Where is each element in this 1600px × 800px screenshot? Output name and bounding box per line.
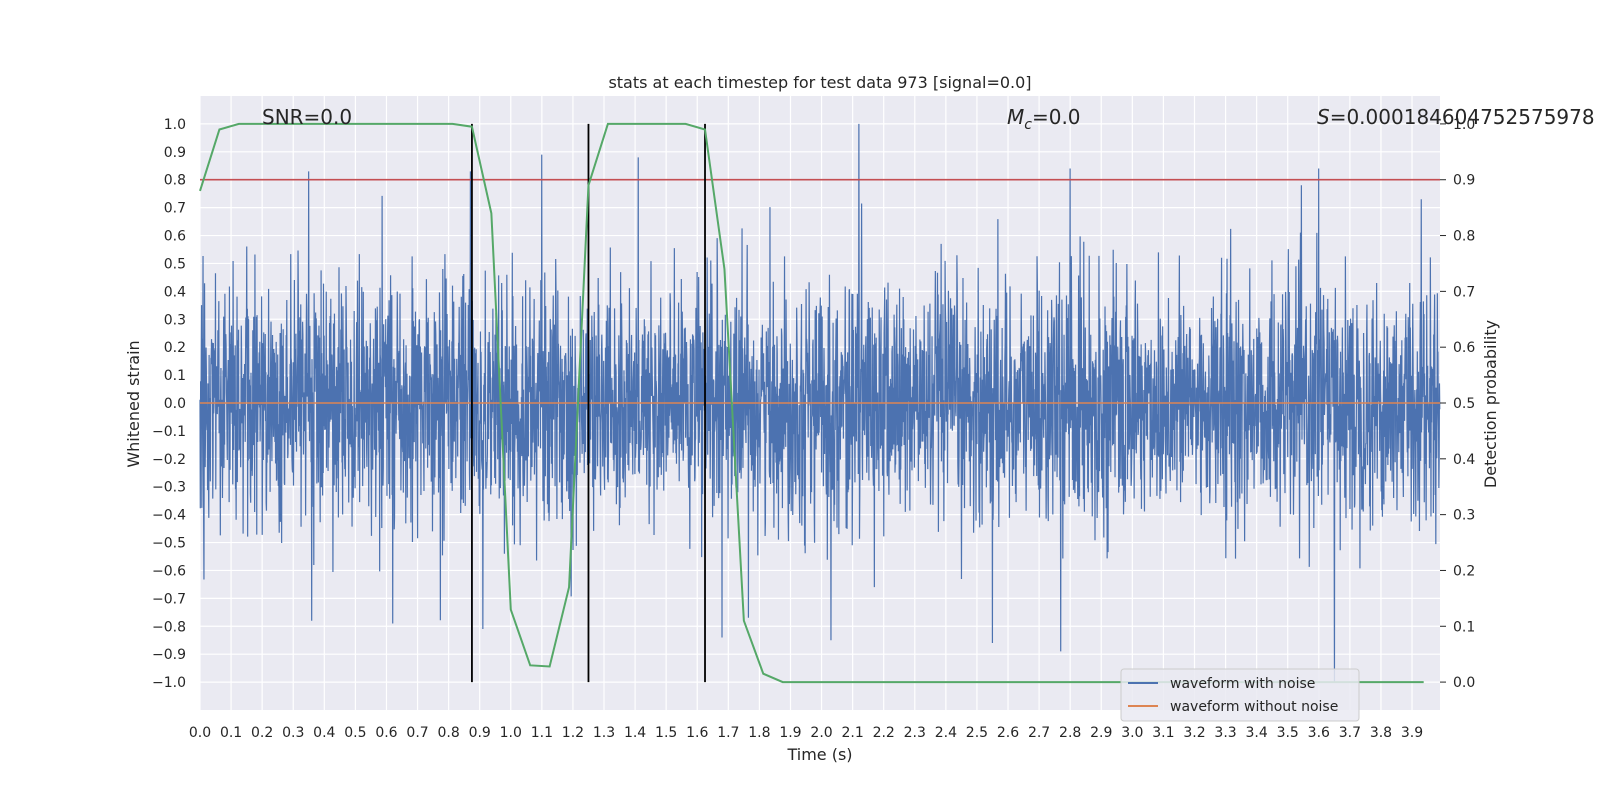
- chart-title: stats at each timestep for test data 973…: [608, 73, 1031, 92]
- y-tick-label: −0.1: [152, 424, 186, 440]
- y-right-tick-label: 0.7: [1453, 284, 1475, 300]
- y-axis-label: Whitened strain: [124, 340, 143, 467]
- x-tick-label: 0.2: [251, 725, 273, 741]
- y-right-tick-label: 0.3: [1453, 508, 1475, 524]
- y-right-tick-label: 0.9: [1453, 173, 1475, 189]
- y-tick-label: 1.0: [164, 117, 186, 133]
- y-tick-label: 0.5: [164, 256, 186, 272]
- y-tick-label: 0.8: [164, 173, 186, 189]
- x-tick-label: 1.5: [655, 725, 677, 741]
- x-axis-label: Time (s): [786, 745, 852, 764]
- y-right-tick-label: 1.0: [1453, 117, 1475, 133]
- x-tick-label: 1.3: [593, 725, 615, 741]
- legend-label-clean: waveform without noise: [1170, 699, 1338, 715]
- x-tick-label: 1.2: [562, 725, 584, 741]
- y-tick-label: 0.1: [164, 368, 186, 384]
- x-tick-label: 2.5: [966, 725, 988, 741]
- x-tick-label: 2.4: [935, 725, 957, 741]
- legend-label-noise: waveform with noise: [1170, 676, 1315, 692]
- x-tick-label: 2.7: [1028, 725, 1050, 741]
- y-tick-label: −0.6: [152, 563, 186, 579]
- legend: waveform with noise waveform without noi…: [1120, 668, 1360, 722]
- chirp-mass-subscript: c: [1024, 117, 1032, 133]
- x-tick-label: 3.7: [1339, 725, 1361, 741]
- y-tick-label: −1.0: [152, 675, 186, 691]
- snr-annotation: SNR=0.0: [262, 105, 352, 129]
- x-axis: 0.0 0.1 0.2 0.3 0.4 0.5 0.6 0.7 0.8 0.9 1.0 1.1 1.2 1…: [189, 725, 1423, 741]
- x-tick-label: 0.9: [469, 725, 491, 741]
- y-tick-label: −0.3: [152, 480, 186, 496]
- x-tick-label: 0.1: [220, 725, 242, 741]
- chirp-mass-value: =0.0: [1032, 105, 1081, 129]
- x-tick-label: 0.3: [282, 725, 304, 741]
- x-tick-label: 1.4: [624, 725, 646, 741]
- y-right-tick-label: 0.0: [1453, 675, 1475, 691]
- x-tick-label: 1.9: [779, 725, 801, 741]
- chirp-mass-symbol: M: [1007, 105, 1024, 129]
- x-tick-label: 2.3: [904, 725, 926, 741]
- y-tick-label: 0.4: [164, 284, 186, 300]
- x-tick-label: 0.7: [406, 725, 428, 741]
- y-axis-left: 1.0 0.9 0.8 0.7 0.6 0.5 0.4 0.3 0.2 0.1 0.0 −0.1 −0.…: [152, 117, 186, 691]
- y-tick-label: 0.3: [164, 312, 186, 328]
- y-right-tick-label: 0.8: [1453, 229, 1475, 245]
- y-right-tick-label: 0.5: [1453, 396, 1475, 412]
- s-symbol: S: [1317, 105, 1330, 129]
- s-annotation: S=0.000184604752575978: [1317, 105, 1595, 129]
- y-tick-label: 0.2: [164, 340, 186, 356]
- x-tick-label: 2.0: [810, 725, 832, 741]
- y-right-tick-label: 0.4: [1453, 452, 1475, 468]
- legend-box: [1120, 668, 1360, 722]
- x-tick-label: 3.9: [1401, 725, 1423, 741]
- x-tick-label: 3.0: [1121, 725, 1143, 741]
- x-tick-label: 3.6: [1308, 725, 1330, 741]
- x-tick-label: 3.2: [1183, 725, 1205, 741]
- x-tick-label: 3.1: [1152, 725, 1174, 741]
- y-right-tick-label: 0.2: [1453, 563, 1475, 579]
- x-tick-label: 2.8: [1059, 725, 1081, 741]
- y-tick-label: −0.4: [152, 508, 186, 524]
- y-axis-right-label: Detection probability: [1481, 320, 1500, 488]
- y-tick-label: −0.2: [152, 452, 186, 468]
- chirp-mass-annotation: Mc=0.0: [1007, 105, 1081, 133]
- s-value: =0.000184604752575978: [1330, 105, 1595, 129]
- x-tick-label: 0.4: [313, 725, 335, 741]
- x-tick-label: 1.8: [748, 725, 770, 741]
- x-tick-label: 0.0: [189, 725, 211, 741]
- y-right-tick-label: 0.1: [1453, 619, 1475, 635]
- x-tick-label: 1.1: [531, 725, 553, 741]
- y-tick-label: −0.9: [152, 647, 186, 663]
- x-tick-label: 2.2: [873, 725, 895, 741]
- x-tick-label: 3.4: [1246, 725, 1268, 741]
- x-tick-label: 3.5: [1277, 725, 1299, 741]
- x-tick-label: 0.8: [437, 725, 459, 741]
- y-tick-label: 0.7: [164, 201, 186, 217]
- x-tick-label: 0.6: [375, 725, 397, 741]
- x-tick-label: 1.0: [500, 725, 522, 741]
- y-right-tick-label: 0.6: [1453, 340, 1475, 356]
- x-tick-label: 2.6: [997, 725, 1019, 741]
- x-tick-label: 2.9: [1090, 725, 1112, 741]
- y-tick-label: −0.8: [152, 619, 186, 635]
- x-tick-label: 0.5: [344, 725, 366, 741]
- y-axis-right: 1.0 0.9 0.8 0.7 0.6 0.5 0.4 0.3 0.2 0.1 0.0: [1440, 117, 1475, 691]
- y-tick-label: 0.9: [164, 145, 186, 161]
- x-tick-label: 3.3: [1214, 725, 1236, 741]
- y-tick-label: −0.7: [152, 591, 186, 607]
- y-tick-label: 0.0: [164, 396, 186, 412]
- x-tick-label: 1.7: [717, 725, 739, 741]
- y-tick-label: −0.5: [152, 536, 186, 552]
- x-tick-label: 2.1: [841, 725, 863, 741]
- x-tick-label: 3.8: [1370, 725, 1392, 741]
- x-tick-label: 1.6: [686, 725, 708, 741]
- y-tick-label: 0.6: [164, 229, 186, 245]
